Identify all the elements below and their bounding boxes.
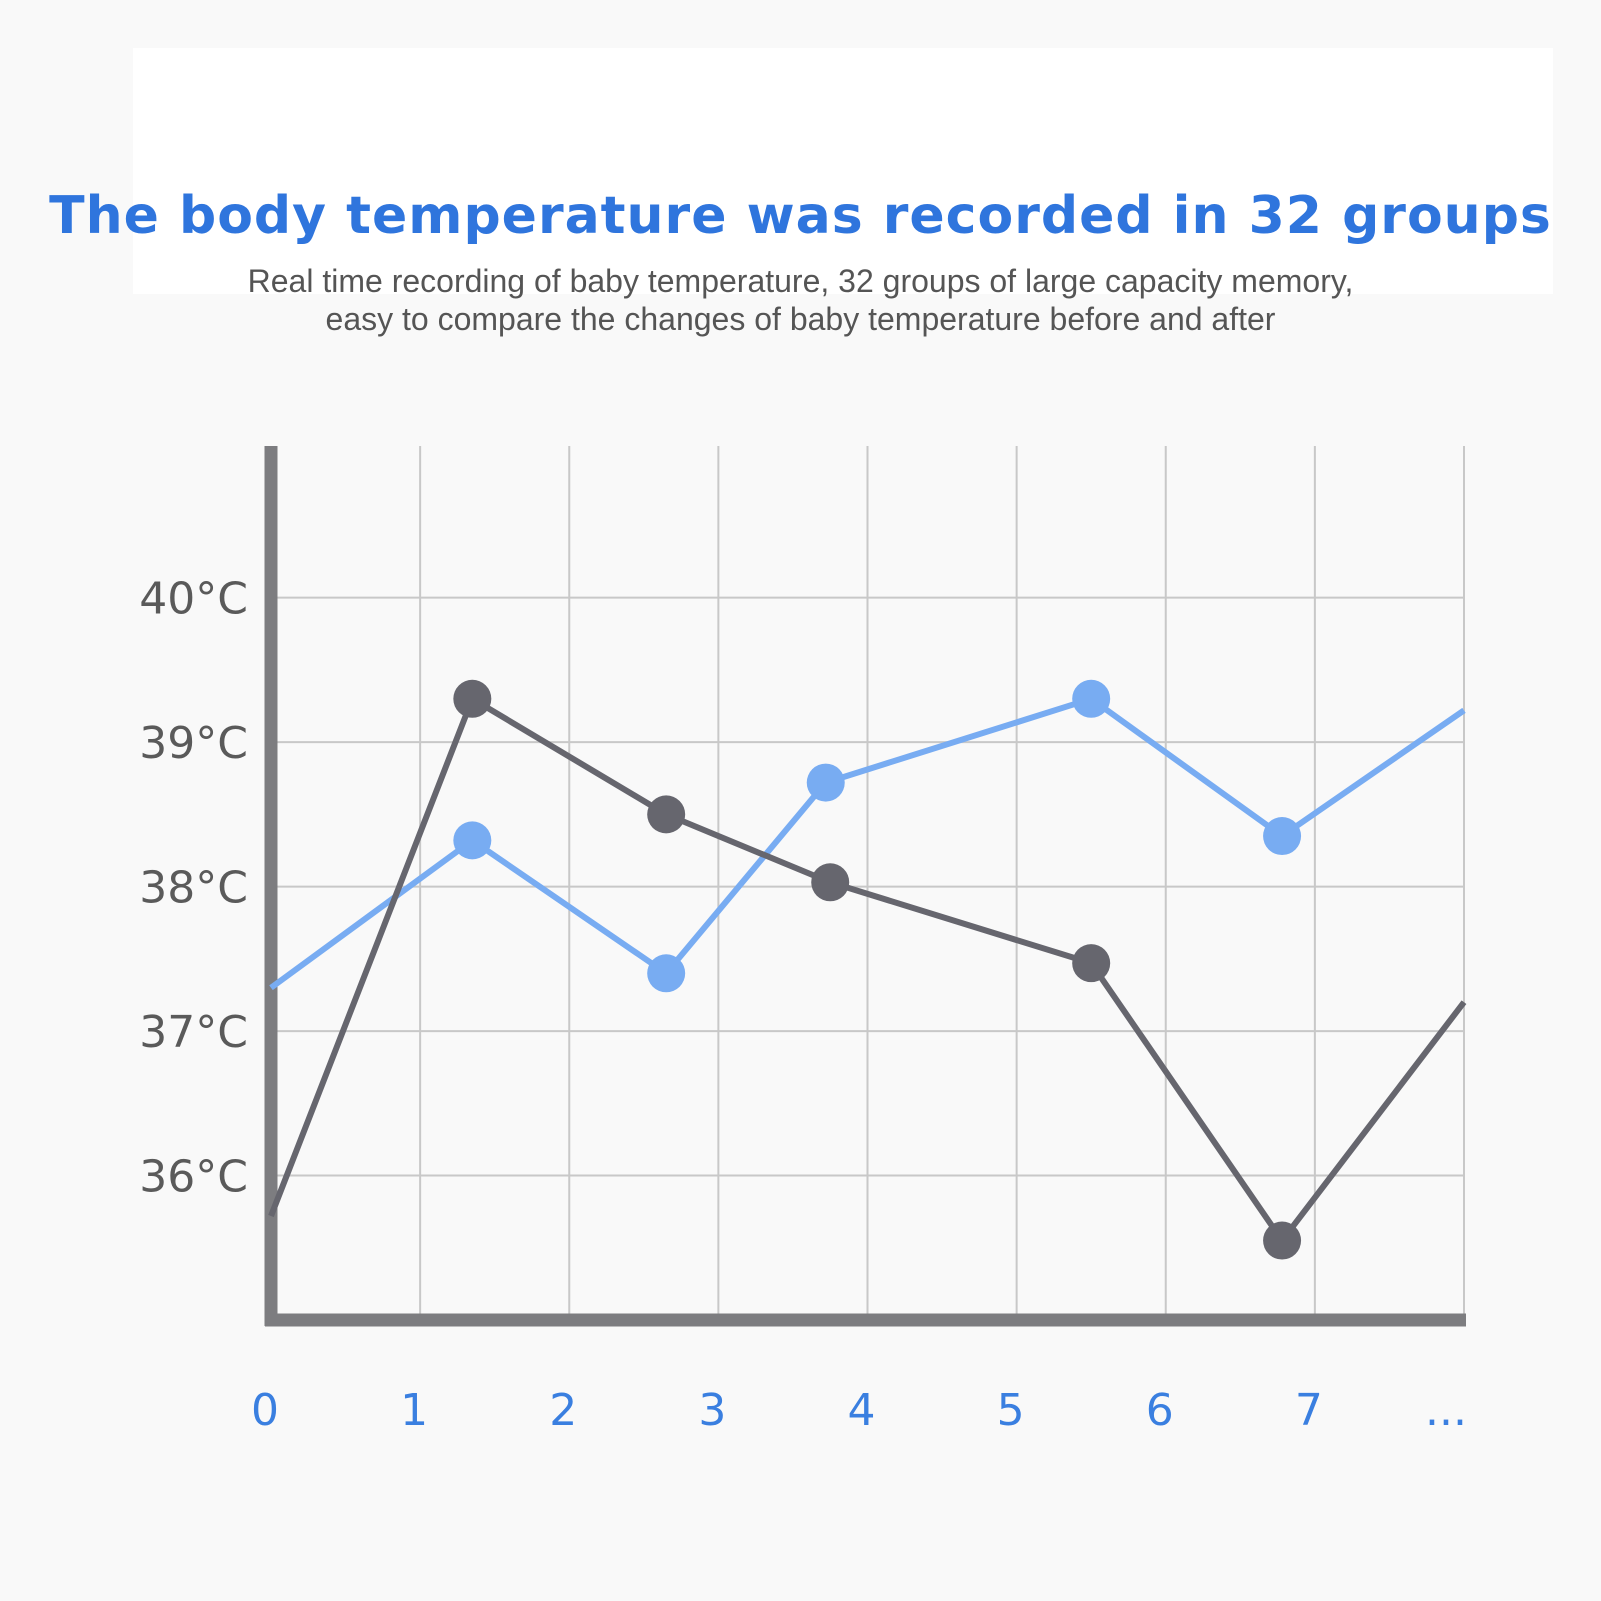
chart-grid: [271, 446, 1465, 1320]
y-tick-label: 38°C: [139, 863, 248, 914]
x-tick-label: 5: [997, 1385, 1025, 1436]
x-tick-labels: 0 1 2 3 4 5 6 7...: [251, 1385, 1467, 1436]
y-tick-label: 36°C: [139, 1152, 248, 1203]
chart-series: [268, 679, 1467, 1260]
series-1-point: [1263, 817, 1302, 856]
series-2-point: [811, 863, 850, 902]
y-tick-label: 39°C: [139, 718, 248, 769]
x-tick-label: 3: [698, 1385, 726, 1436]
x-tick-label: 2: [549, 1385, 577, 1436]
subtitle-line-1: Real time recording of baby temperature,…: [247, 263, 1354, 299]
x-tick-label: ...: [1425, 1385, 1467, 1436]
series-2-point: [1263, 1221, 1302, 1260]
series-1-point: [453, 821, 492, 860]
series-2-point: [647, 795, 686, 834]
series-1-point: [1072, 679, 1111, 718]
x-tick-label: 6: [1146, 1385, 1174, 1436]
chart-axes: [264, 446, 1466, 1327]
y-tick-labels: 36°C 37°C 38°C 39°C 40°C: [139, 574, 248, 1203]
y-tick-label: 40°C: [139, 574, 248, 625]
series-2-point: [453, 679, 492, 718]
x-tick-label: 0: [251, 1385, 279, 1436]
y-tick-label: 37°C: [139, 1007, 248, 1058]
x-tick-label: 1: [400, 1385, 428, 1436]
header-panel: [133, 48, 1553, 294]
series-1-point: [806, 763, 845, 802]
page-title: The body temperature was recorded in 32 …: [49, 186, 1552, 246]
subtitle-line-2: easy to compare the changes of baby temp…: [325, 301, 1276, 337]
x-tick-label: 4: [848, 1385, 876, 1436]
x-tick-label: 7: [1295, 1385, 1323, 1436]
series-1-point: [647, 954, 686, 993]
series-2-point: [1072, 944, 1111, 983]
